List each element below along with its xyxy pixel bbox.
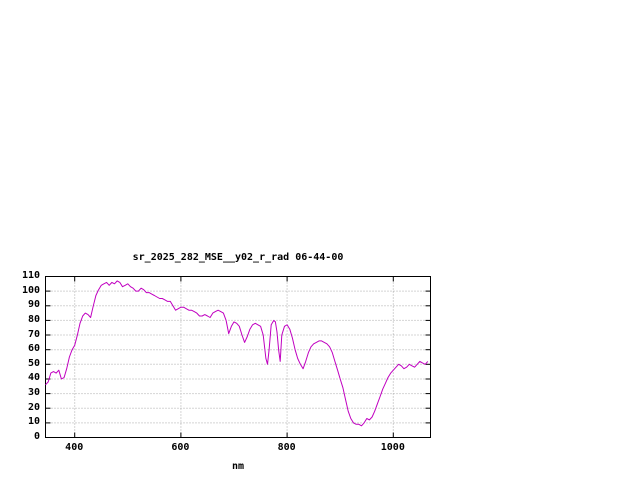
y-tick-label: 50 [27,357,40,369]
x-axis-label: nm [231,461,245,472]
y-tick-label: 90 [27,299,40,311]
y-tick-label: 20 [27,401,40,413]
x-tick-label: 800 [277,442,296,453]
x-tick-label: 1000 [380,442,405,453]
plot-area [45,276,431,438]
y-tick-label: 100 [21,284,40,296]
y-tick-label: 0 [33,431,40,442]
y-tick-label: 70 [27,328,40,340]
y-tick-label: 30 [27,387,40,399]
y-tick-label: 40 [27,372,40,384]
x-tick-label: 400 [65,442,84,453]
chart-title: sr_2025_282_MSE__y02_r_rad 06-44-00 [132,252,344,263]
y-tick-label: 110 [21,270,40,281]
y-tick-label: 80 [27,313,40,325]
x-tick-label: 600 [171,442,190,453]
y-tick-label: 60 [27,343,40,355]
y-tick-label: 10 [27,416,40,428]
